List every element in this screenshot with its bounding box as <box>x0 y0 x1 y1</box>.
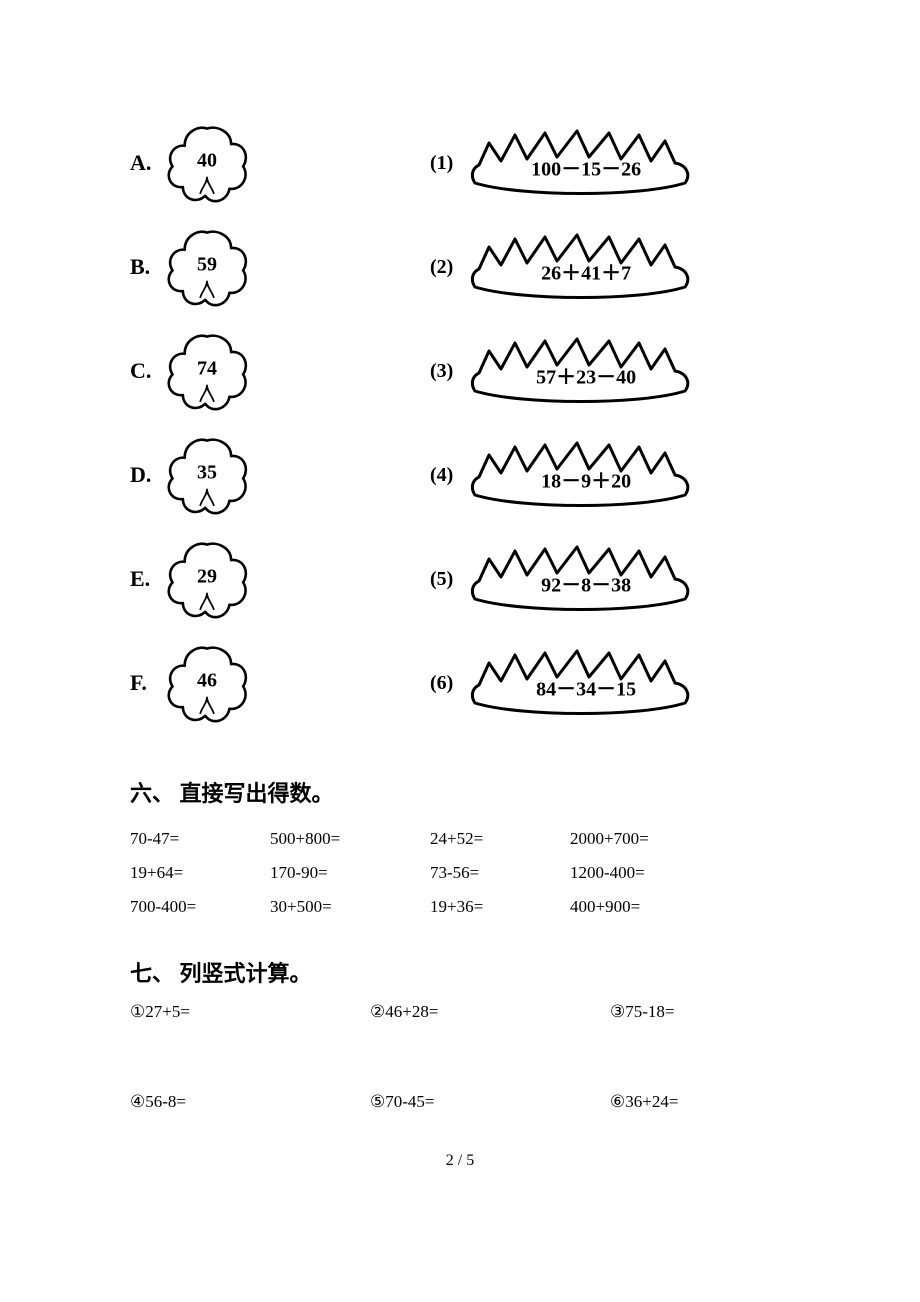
flower-value: 35 <box>197 462 217 485</box>
grass-number: (2) <box>430 256 453 279</box>
grass-expression: 57＋23－40 <box>536 361 636 390</box>
flower-letter: B. <box>130 254 158 280</box>
match-row: C. 74 (3) 57＋23－40 <box>130 328 790 414</box>
flower-letter: D. <box>130 462 158 488</box>
section-7-title: 七、 列竖式计算。 <box>130 956 790 988</box>
calc-cell: 170-90= <box>270 856 430 890</box>
flower-item: F. 46 <box>130 640 310 726</box>
calc-cell: 700-400= <box>130 890 270 924</box>
grass-item: (3) 57＋23－40 <box>430 335 701 407</box>
flower-letter: E. <box>130 566 158 592</box>
calc-row: 19+64=170-90=73-56=1200-400= <box>130 856 790 890</box>
match-row: A. 40 (1) 100－15－26 <box>130 120 790 206</box>
calc-row: 70-47=500+800=24+52=2000+700= <box>130 822 790 856</box>
grass-item: (2) 26＋41＋7 <box>430 231 701 303</box>
flower-item: B. 59 <box>130 224 310 310</box>
grass-item: (1) 100－15－26 <box>430 127 701 199</box>
flower-icon: 59 <box>164 224 250 310</box>
vertical-cell: ③75-18= <box>610 1002 790 1022</box>
vertical-cell: ⑥36+24= <box>610 1092 790 1112</box>
flower-letter: C. <box>130 358 158 384</box>
calc-cell: 73-56= <box>430 856 570 890</box>
match-row: B. 59 (2) 26＋41＋7 <box>130 224 790 310</box>
section-6-grid: 70-47=500+800=24+52=2000+700=19+64=170-9… <box>130 822 790 924</box>
calc-cell: 30+500= <box>270 890 430 924</box>
flower-icon: 40 <box>164 120 250 206</box>
flower-letter: A. <box>130 150 158 176</box>
grass-expression: 26＋41＋7 <box>541 257 631 286</box>
vertical-cell: ①27+5= <box>130 1002 370 1022</box>
grass-icon: 26＋41＋7 <box>461 231 701 303</box>
flower-item: E. 29 <box>130 536 310 622</box>
grass-icon: 84－34－15 <box>461 647 701 719</box>
flower-letter: F. <box>130 670 158 696</box>
grass-item: (5) 92－8－38 <box>430 543 701 615</box>
flower-value: 29 <box>197 566 217 589</box>
flower-icon: 35 <box>164 432 250 518</box>
grass-number: (5) <box>430 568 453 591</box>
grass-icon: 18－9＋20 <box>461 439 701 511</box>
match-row: F. 46 (6) 84－34－15 <box>130 640 790 726</box>
calc-cell: 1200-400= <box>570 856 750 890</box>
grass-icon: 92－8－38 <box>461 543 701 615</box>
grass-number: (4) <box>430 464 453 487</box>
grass-expression: 100－15－26 <box>531 153 641 182</box>
calc-row: 700-400=30+500=19+36=400+900= <box>130 890 790 924</box>
calc-cell: 24+52= <box>430 822 570 856</box>
calc-cell: 2000+700= <box>570 822 750 856</box>
flower-icon: 46 <box>164 640 250 726</box>
flower-value: 59 <box>197 254 217 277</box>
grass-icon: 57＋23－40 <box>461 335 701 407</box>
match-row: D. 35 (4) 18－9＋20 <box>130 432 790 518</box>
grass-number: (3) <box>430 360 453 383</box>
section-6-title: 六、 直接写出得数。 <box>130 776 790 808</box>
grass-icon: 100－15－26 <box>461 127 701 199</box>
grass-item: (4) 18－9＋20 <box>430 439 701 511</box>
vertical-row: ①27+5=②46+28=③75-18= <box>130 1002 790 1022</box>
section-7-grid: ①27+5=②46+28=③75-18= ④56-8=⑤70-45=⑥36+24= <box>130 1002 790 1112</box>
flower-icon: 29 <box>164 536 250 622</box>
vertical-row: ④56-8=⑤70-45=⑥36+24= <box>130 1092 790 1112</box>
grass-number: (1) <box>430 152 453 175</box>
flower-value: 74 <box>197 358 217 381</box>
calc-cell: 70-47= <box>130 822 270 856</box>
flower-value: 46 <box>197 670 217 693</box>
calc-cell: 19+64= <box>130 856 270 890</box>
vertical-cell: ④56-8= <box>130 1092 370 1112</box>
calc-cell: 19+36= <box>430 890 570 924</box>
flower-item: C. 74 <box>130 328 310 414</box>
grass-number: (6) <box>430 672 453 695</box>
flower-item: A. 40 <box>130 120 310 206</box>
page-footer: 2 / 5 <box>130 1152 790 1170</box>
grass-expression: 18－9＋20 <box>541 465 631 494</box>
flower-value: 40 <box>197 150 217 173</box>
grass-expression: 84－34－15 <box>536 673 636 702</box>
flower-item: D. 35 <box>130 432 310 518</box>
matching-exercise: A. 40 (1) 100－15－26 B. 59 <box>130 120 790 726</box>
grass-expression: 92－8－38 <box>541 569 631 598</box>
match-row: E. 29 (5) 92－8－38 <box>130 536 790 622</box>
vertical-cell: ⑤70-45= <box>370 1092 610 1112</box>
vertical-cell: ②46+28= <box>370 1002 610 1022</box>
grass-item: (6) 84－34－15 <box>430 647 701 719</box>
calc-cell: 400+900= <box>570 890 750 924</box>
calc-cell: 500+800= <box>270 822 430 856</box>
flower-icon: 74 <box>164 328 250 414</box>
